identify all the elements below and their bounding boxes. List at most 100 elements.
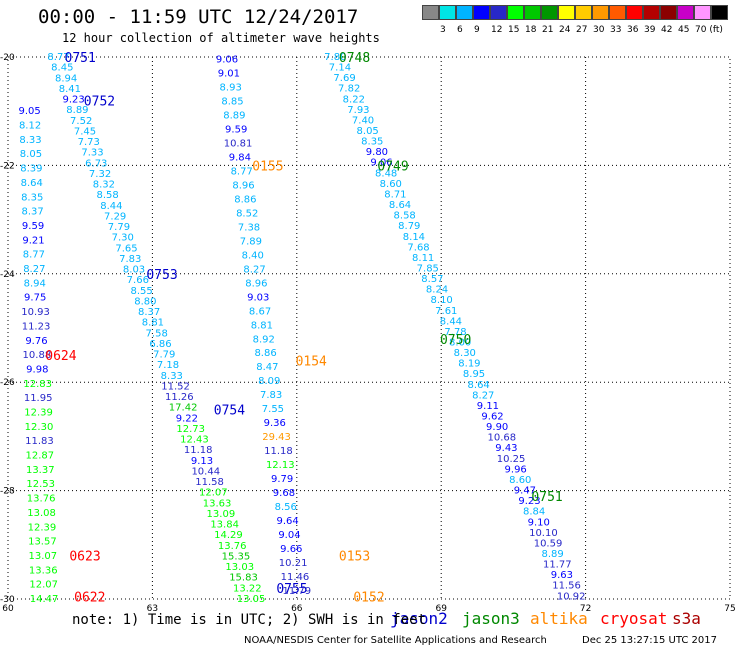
swh-value: 7.85 [417,263,439,274]
pass-label-altika: 0154 [296,355,327,370]
swh-value: 7.66 [127,275,149,286]
swh-value: 15.83 [229,573,258,584]
swh-value: 9.23 [63,95,85,106]
swh-value: 8.64 [21,178,43,189]
swh-value: 9.79 [271,474,293,485]
swh-value: 9.23 [518,496,540,507]
swh-value: 9.84 [229,153,251,164]
pass-label-jason2: 0752 [84,94,115,109]
swh-value: 15.35 [222,551,251,562]
axis-tick-labels: 60 63 66 69 72 75 -20 -22 -24 -26 -28 -30 [0,53,736,614]
swh-value: 8.03 [123,265,145,276]
colorbar-swatch [694,5,711,20]
swh-value: 8.64 [389,200,411,211]
swh-value: 7.30 [112,233,134,244]
colorbar-swatch [507,5,524,20]
swh-value: 17.42 [169,403,198,414]
swh-value: 8.92 [253,334,275,345]
swh-value: 8.44 [440,316,462,327]
swh-value: 9.36 [264,418,286,429]
colorbar-label: 18 [525,25,537,35]
swh-value: 8.45 [51,63,73,74]
swh-value: 8.86 [254,348,276,359]
map-frame [7,56,731,600]
swh-value: 9.80 [366,147,388,158]
colorbar-swatch [575,5,592,20]
lat-tick-label: -22 [0,161,15,171]
lat-tick-label: -24 [0,270,15,280]
altimeter-tracks: 8.778.458.948.419.238.897.527.457.737.33… [19,52,586,605]
swh-value: 13.22 [233,583,262,594]
swh-value: 29.43 [262,432,291,443]
swh-value: 9.10 [528,517,550,528]
swh-value: 9.04 [278,530,300,541]
swh-value: 14.47 [30,594,59,605]
swh-value: 11.83 [25,436,54,447]
swh-value: 7.29 [104,211,126,222]
swh-value: 8.33 [161,371,183,382]
lon-tick-label: 72 [580,604,591,614]
swh-value: 13.37 [26,465,55,476]
colorbar-label: 24 [559,25,571,35]
swh-value: 9.05 [19,106,41,117]
swh-value: 8.96 [232,181,254,192]
swh-value: 9.63 [551,570,573,581]
swh-value: 7.73 [78,137,100,148]
colorbar-label: 9 [474,25,480,35]
swh-value: 9.59 [22,221,44,232]
page-subtitle: 12 hour collection of altimeter wave hei… [62,31,380,45]
swh-value: 9.98 [26,364,48,375]
swh-value: 11.52 [161,381,190,392]
lat-tick-label: -20 [0,53,15,63]
legend-jason2: jason2 [390,609,448,628]
swh-value: 11.56 [552,581,581,592]
swh-value: 10.59 [534,538,563,549]
colorbar-label: 42 [661,25,673,35]
legend-cryosat: cryosat [600,609,668,628]
swh-value: 8.58 [96,190,118,201]
pass-label-jason3: 0750 [440,333,471,348]
swh-value: 8.77 [47,52,69,63]
swh-value: 11.46 [281,572,310,583]
swh-value: 8.95 [463,369,485,380]
swh-value: 8.64 [468,380,490,391]
colorbar-swatch [626,5,643,20]
swh-value: 8.09 [258,376,280,387]
footer-timestamp: Dec 25 13:27:15 UTC 2017 [582,635,717,646]
swh-value: 9.06 [216,55,238,66]
swh-value: 8.37 [138,307,160,318]
swh-value: 8.22 [343,94,365,105]
swh-value: 8.37 [22,207,44,218]
swh-value: 8.35 [361,137,383,148]
pass-label-jason3: 0751 [531,490,562,505]
swh-value: 8.19 [458,359,480,370]
swh-value: 7.79 [153,350,175,361]
swh-value: 7.33 [81,148,103,159]
swh-value: 7.83 [260,390,282,401]
swh-value: 8.27 [243,264,265,275]
swh-value: 7.78 [444,327,466,338]
pass-label-jason2: 0751 [65,51,96,66]
swh-value: 7.18 [157,360,179,371]
swh-value: 12.53 [26,479,55,490]
colorbar-label: 12 [491,25,503,35]
swh-value: 10.93 [21,307,50,318]
swh-value: 8.40 [242,250,264,261]
swh-value: 8.39 [20,164,42,175]
swh-value: 8.48 [375,168,397,179]
pass-label-jason3: 0748 [339,51,370,66]
swh-value: 6.73 [85,158,107,169]
pass-label-jason2: 0753 [146,268,177,283]
colorbar-label: 6 [457,25,463,35]
swh-value: 8.56 [275,502,297,513]
colorbar-label: 15 [508,25,520,35]
swh-value: 8.93 [220,83,242,94]
swh-value: 8.05 [357,126,379,137]
swh-value: 8.89 [66,105,88,116]
lat-lon-grid [7,56,731,600]
swh-value: 7.93 [347,105,369,116]
swh-value: 9.76 [25,336,47,347]
swh-value: 12.39 [24,407,53,418]
pass-label-altika: 0152 [353,590,384,605]
swh-value: 7.58 [146,328,168,339]
